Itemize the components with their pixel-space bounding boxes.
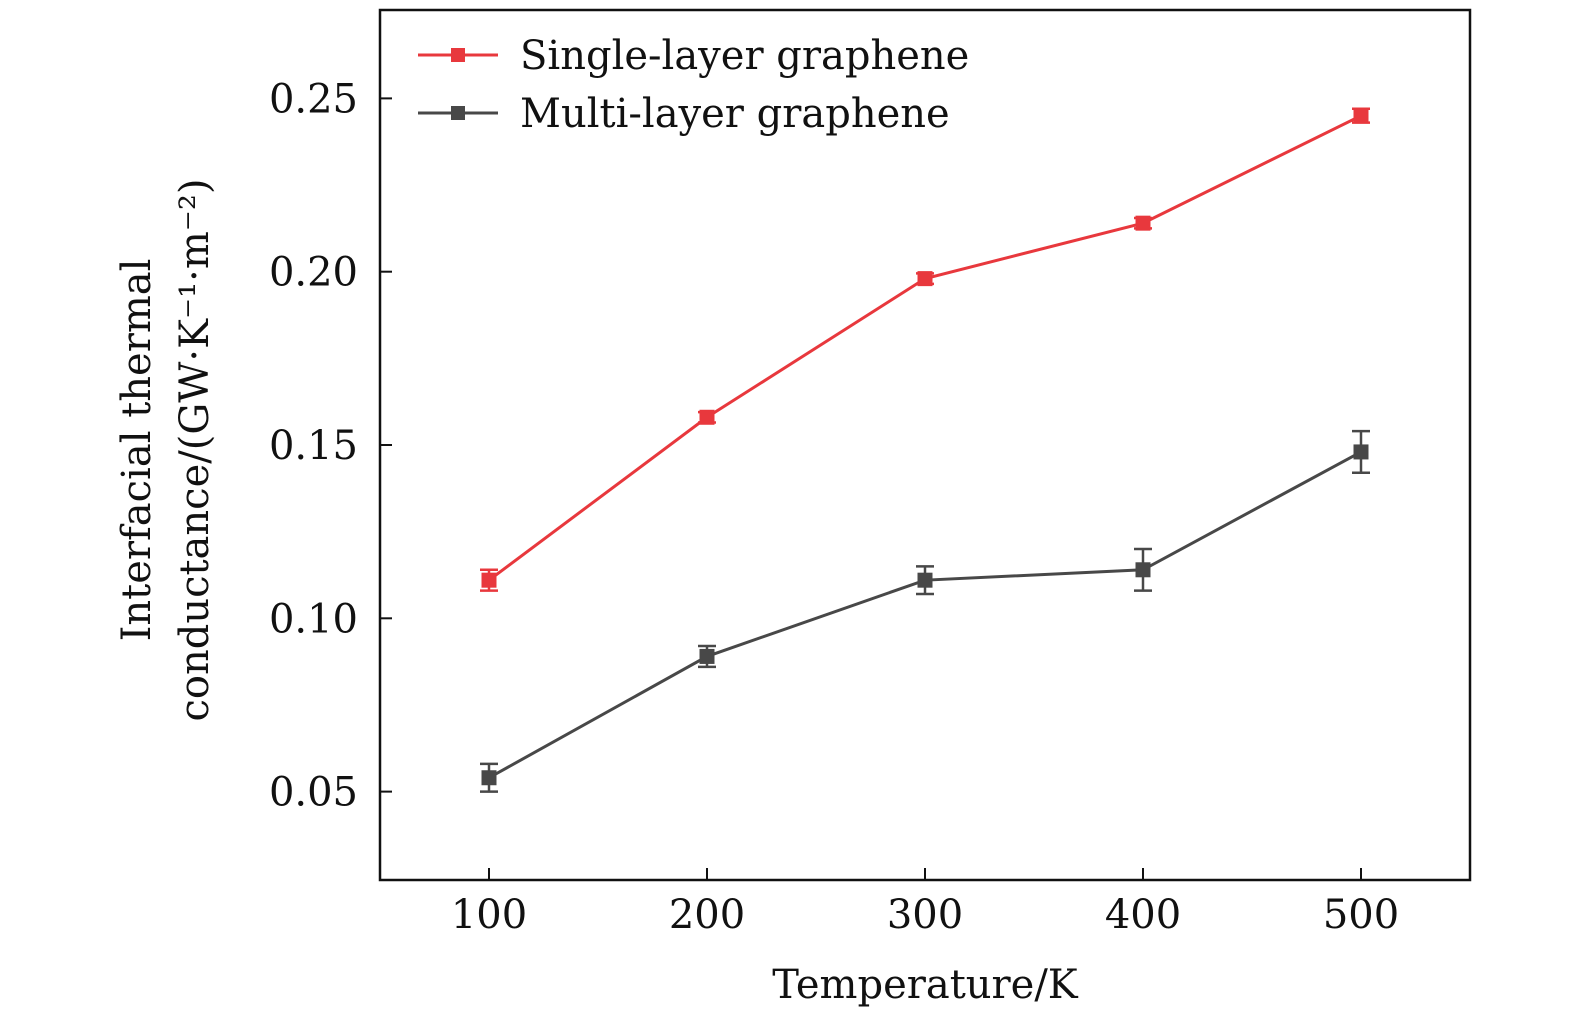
x-tick-label: 100 [451,892,527,938]
y-axis-title: Interfacial thermal conductance/(GW·K⁻¹·… [114,178,218,721]
series-line [488,114,1362,582]
x-tick-label: 400 [1105,892,1181,938]
data-point [917,572,933,588]
y-tick-label: 0.25 [269,76,358,122]
data-point [1135,562,1151,578]
data-point [699,648,715,664]
data-point [1135,215,1151,231]
legend-marker [451,48,465,62]
series-multi-layer [480,429,1370,793]
y-tick-label: 0.15 [269,423,358,469]
y-tick-label: 0.10 [269,596,358,642]
x-tick-label: 500 [1323,892,1399,938]
series-single-layer [480,107,1370,592]
x-axis-ticks: 100 200 300 400 500 [451,868,1399,938]
data-point [917,271,933,287]
legend-marker [451,106,465,120]
legend-label: Multi-layer graphene [520,91,950,137]
legend-label: Single-layer graphene [520,33,969,79]
y-tick-label: 0.05 [269,770,358,816]
x-tick-label: 300 [887,892,963,938]
x-tick-label: 200 [669,892,745,938]
y-tick-label: 0.20 [269,250,358,296]
plot-frame [378,8,1472,882]
y-axis-title-line-2: conductance/(GW·K⁻¹·m⁻²) [172,178,218,721]
series-layer [480,107,1370,793]
x-axis-title: Temperature/K [772,962,1079,1008]
data-point [1353,444,1369,460]
y-axis-ticks: 0.05 0.10 0.15 0.20 0.25 [269,76,392,816]
data-point [1353,108,1369,124]
legend: Single-layer graphene Multi-layer graphen… [418,33,969,137]
data-point [699,409,715,425]
data-point [481,572,497,588]
y-axis-title-line-1: Interfacial thermal [114,259,160,642]
series-line [488,450,1362,780]
data-point [481,770,497,786]
